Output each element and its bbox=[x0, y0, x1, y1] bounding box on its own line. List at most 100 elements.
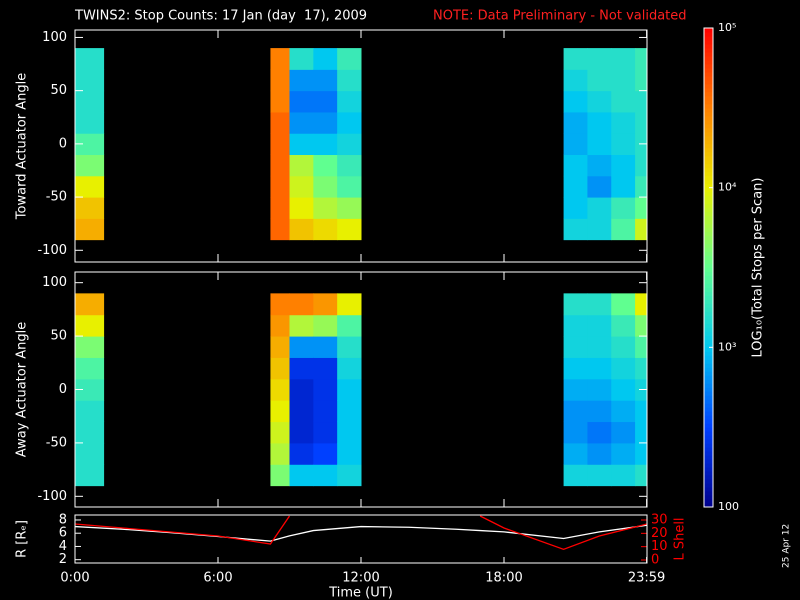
heat-cell bbox=[611, 90, 636, 113]
heat-cell bbox=[587, 293, 612, 316]
colorbar-swatch bbox=[704, 347, 713, 352]
x-tick-label: 0:00 bbox=[60, 571, 89, 586]
heat-cell bbox=[313, 293, 338, 316]
colorbar-swatch bbox=[704, 307, 713, 312]
heat-cell bbox=[635, 464, 648, 487]
y-axis-label: Toward Actuator Angle bbox=[15, 73, 30, 220]
heat-cell bbox=[563, 357, 588, 380]
colorbar-swatch bbox=[704, 95, 713, 101]
colorbar-tick-label: 10³ bbox=[718, 340, 736, 353]
colorbar-swatch bbox=[704, 47, 713, 53]
colorbar-swatch bbox=[704, 123, 713, 129]
heat-cell bbox=[337, 69, 362, 92]
colorbar-swatch bbox=[704, 203, 713, 209]
heat-cell bbox=[611, 154, 636, 177]
plot-frame bbox=[74, 271, 648, 508]
heat-cell bbox=[611, 400, 636, 423]
heat-cell bbox=[75, 154, 105, 177]
colorbar-swatch bbox=[704, 419, 713, 424]
colorbar-swatch bbox=[704, 323, 713, 328]
colorbar-swatch bbox=[704, 475, 713, 480]
colorbar-swatch bbox=[704, 235, 713, 241]
colorbar-label: LOG₁₀(Total Stops per Scan) bbox=[751, 178, 766, 358]
colorbar-swatch bbox=[704, 67, 713, 73]
colorbar-swatch bbox=[704, 487, 713, 492]
y-tick-label: 0 bbox=[59, 136, 67, 151]
colorbar-swatch bbox=[704, 383, 713, 388]
colorbar-swatch bbox=[704, 339, 713, 344]
colorbar-swatch bbox=[704, 83, 713, 89]
heat-cell bbox=[587, 48, 612, 70]
heat-cell bbox=[587, 400, 612, 423]
line-series bbox=[75, 524, 647, 542]
heat-cell bbox=[289, 218, 314, 241]
colorbar-swatch bbox=[704, 495, 713, 500]
heat-cell bbox=[611, 218, 636, 241]
heat-cell bbox=[337, 133, 362, 156]
heat-cell bbox=[563, 69, 588, 92]
heat-cell bbox=[611, 48, 636, 70]
y-tick-label: -100 bbox=[37, 489, 67, 504]
colorbar-swatch bbox=[704, 359, 713, 364]
heat-cell bbox=[289, 293, 314, 316]
colorbar-swatch bbox=[704, 31, 713, 37]
heat-cell bbox=[313, 197, 338, 219]
plot-area bbox=[75, 515, 647, 551]
colorbar-swatch bbox=[704, 263, 713, 268]
y2-tick-label: 30 bbox=[651, 513, 668, 528]
heat-cell bbox=[635, 154, 648, 177]
colorbar-swatch bbox=[704, 375, 713, 380]
heat-cell bbox=[289, 400, 314, 423]
heat-cell bbox=[337, 421, 362, 444]
colorbar-swatch bbox=[704, 455, 713, 460]
heat-cell bbox=[635, 111, 648, 134]
heat-cell bbox=[289, 378, 314, 401]
heat-cell bbox=[587, 357, 612, 380]
colorbar-swatch bbox=[704, 331, 713, 336]
colorbar-swatch bbox=[704, 183, 713, 189]
colorbar-swatch bbox=[704, 79, 713, 85]
heat-cell bbox=[289, 336, 314, 358]
colorbar-swatch bbox=[704, 451, 713, 456]
colorbar-swatch bbox=[704, 91, 713, 97]
y-tick-label: 100 bbox=[42, 275, 67, 290]
colorbar-swatch bbox=[704, 491, 713, 496]
colorbar-swatch bbox=[704, 28, 713, 33]
heat-cell bbox=[563, 154, 588, 177]
heat-cell bbox=[270, 442, 290, 465]
heat-cell bbox=[587, 218, 612, 241]
heat-cell bbox=[289, 154, 314, 177]
heat-cell bbox=[611, 421, 636, 444]
x-tick-label: 23:59 bbox=[628, 571, 665, 586]
colorbar-swatch bbox=[704, 367, 713, 372]
y-tick-label: 100 bbox=[42, 30, 67, 45]
y-tick-label: 50 bbox=[50, 83, 67, 98]
colorbar-swatch bbox=[704, 415, 713, 420]
heat-cell bbox=[611, 378, 636, 401]
colorbar-swatch bbox=[704, 115, 713, 121]
y-tick-label: -100 bbox=[37, 243, 67, 258]
heat-cell bbox=[270, 293, 290, 316]
heat-cell bbox=[337, 464, 362, 487]
heat-cell bbox=[587, 314, 612, 337]
heat-cell bbox=[75, 421, 105, 444]
x-tick-label: 6:00 bbox=[203, 571, 232, 586]
colorbar-swatch bbox=[704, 423, 713, 428]
heat-cell bbox=[337, 293, 362, 316]
colorbar-swatch bbox=[704, 87, 713, 93]
colorbar-swatch bbox=[704, 63, 713, 69]
y-tick-label: 0 bbox=[59, 382, 67, 397]
heat-cell bbox=[587, 442, 612, 465]
heat-cell bbox=[270, 69, 290, 92]
colorbar-swatch bbox=[704, 459, 713, 464]
heat-cell bbox=[611, 197, 636, 219]
heat-cell bbox=[587, 90, 612, 113]
heat-cell bbox=[611, 464, 636, 487]
heat-cell bbox=[635, 293, 648, 316]
heat-cell bbox=[587, 464, 612, 487]
heat-cell bbox=[289, 421, 314, 444]
heat-cell bbox=[337, 197, 362, 219]
colorbar-swatch bbox=[704, 139, 713, 145]
colorbar-swatch bbox=[704, 163, 713, 169]
